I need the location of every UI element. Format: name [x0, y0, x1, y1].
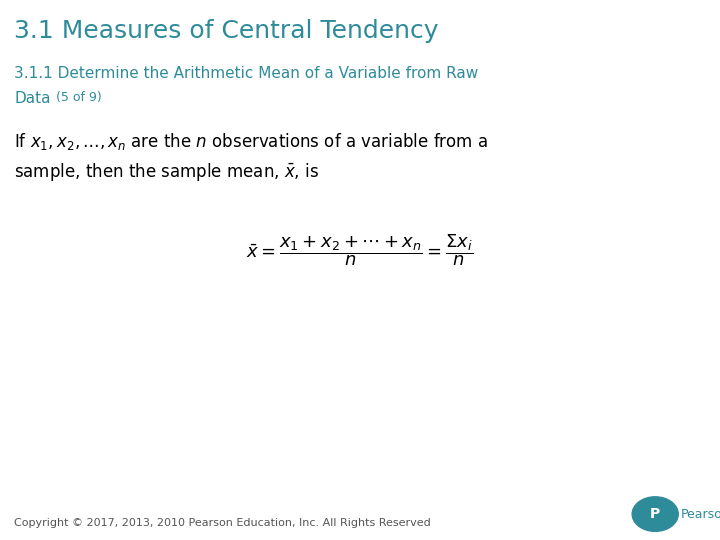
Text: Pearson: Pearson — [680, 508, 720, 521]
Circle shape — [632, 497, 678, 531]
Text: If $x_1, x_2, \ldots, x_n$ are the $n$ observations of a variable from a: If $x_1, x_2, \ldots, x_n$ are the $n$ o… — [14, 131, 488, 152]
Text: Copyright © 2017, 2013, 2010 Pearson Education, Inc. All Rights Reserved: Copyright © 2017, 2013, 2010 Pearson Edu… — [14, 518, 431, 528]
Text: 3.1.1 Determine the Arithmetic Mean of a Variable from Raw: 3.1.1 Determine the Arithmetic Mean of a… — [14, 66, 479, 81]
Text: P: P — [650, 507, 660, 521]
Text: (5 of 9): (5 of 9) — [52, 91, 102, 104]
Text: Data: Data — [14, 91, 51, 106]
Text: 3.1 Measures of Central Tendency: 3.1 Measures of Central Tendency — [14, 19, 439, 43]
Text: sample, then the sample mean, $\bar{x}$, is: sample, then the sample mean, $\bar{x}$,… — [14, 161, 320, 183]
Text: $\bar{x} = \dfrac{x_1 + x_2 + \cdots + x_n}{n} = \dfrac{\Sigma x_i}{n}$: $\bar{x} = \dfrac{x_1 + x_2 + \cdots + x… — [246, 232, 474, 268]
